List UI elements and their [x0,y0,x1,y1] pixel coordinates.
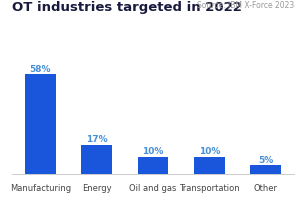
Text: Source: IBM X-Force 2023: Source: IBM X-Force 2023 [197,1,294,10]
Text: 58%: 58% [30,65,51,74]
Text: 10%: 10% [199,147,220,156]
Text: OT industries targeted in 2022: OT industries targeted in 2022 [12,1,242,14]
Text: 10%: 10% [142,147,164,156]
Bar [25,75,56,174]
Bar [194,157,225,174]
Text: 17%: 17% [86,135,107,144]
Text: 5%: 5% [258,155,273,164]
Bar [137,157,169,174]
Bar [81,145,112,174]
Bar [250,165,281,174]
